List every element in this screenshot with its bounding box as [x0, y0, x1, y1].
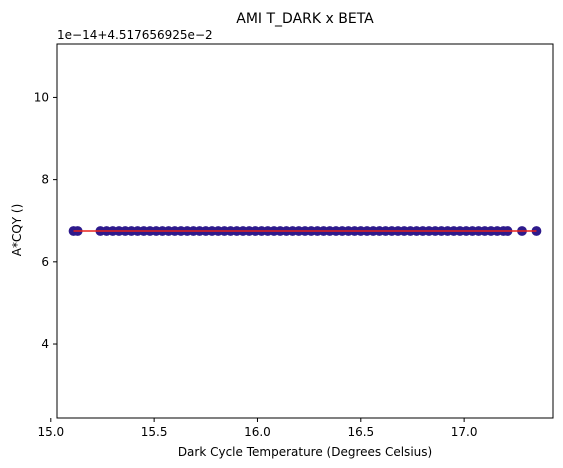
x-tick-label: 15.0 — [37, 425, 64, 439]
y-tick-label: 4 — [41, 337, 49, 351]
y-tick-label: 6 — [41, 255, 49, 269]
x-tick-label: 16.5 — [347, 425, 374, 439]
y-tick-label: 8 — [41, 173, 49, 187]
x-tick-label: 17.0 — [451, 425, 478, 439]
x-axis-label: Dark Cycle Temperature (Degrees Celsius) — [178, 445, 432, 459]
y-axis-label: A*CQY () — [10, 204, 24, 257]
plot-area: 15.0 15.5 16.0 16.5 17.0 4 6 8 10 — [34, 43, 554, 439]
chart-title: AMI T_DARK x BETA — [236, 11, 374, 27]
x-tick-label: 15.5 — [141, 425, 168, 439]
y-tick-label: 10 — [34, 90, 49, 104]
axes-frame — [56, 43, 554, 419]
y-offset-text: 1e−14+4.517656925e−2 — [57, 28, 213, 42]
x-tick-label: 16.0 — [244, 425, 271, 439]
